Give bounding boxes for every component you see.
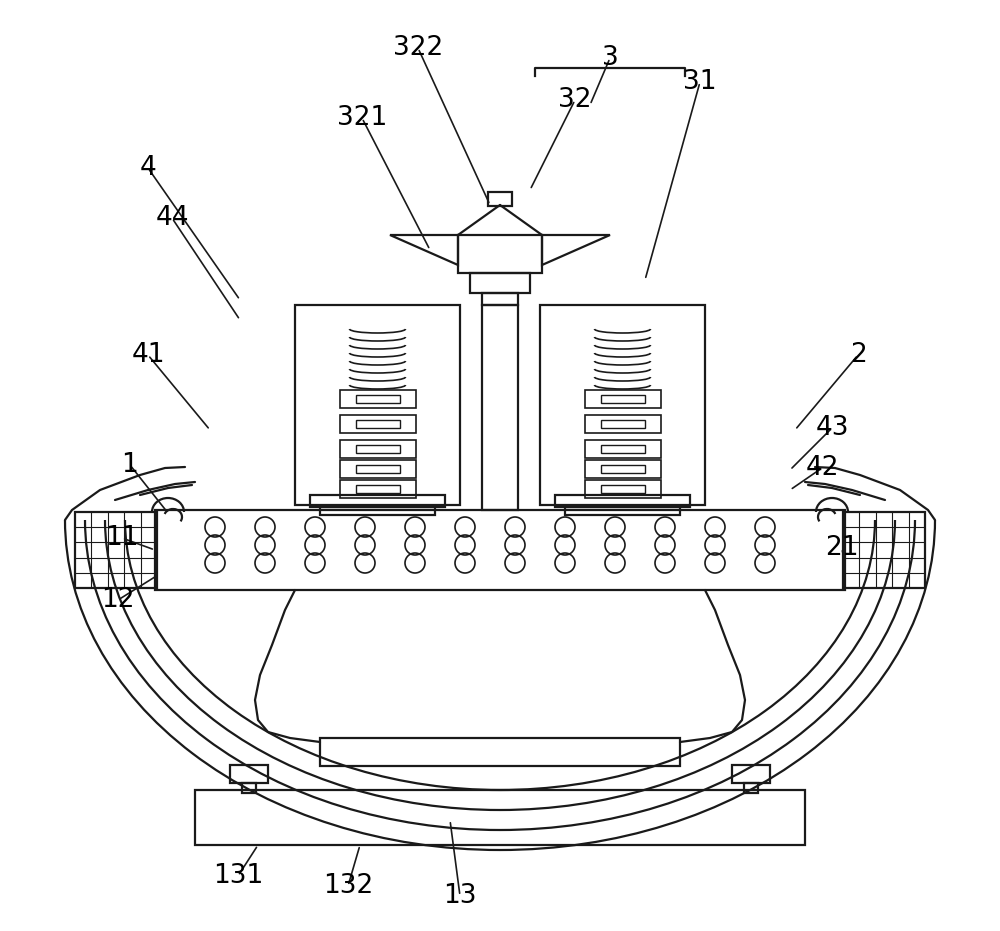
Bar xyxy=(230,765,268,783)
Bar xyxy=(356,465,400,473)
Text: 4: 4 xyxy=(140,155,156,181)
Text: 43: 43 xyxy=(815,415,849,441)
Text: 3: 3 xyxy=(602,45,618,71)
Bar xyxy=(482,305,518,510)
Text: 1: 1 xyxy=(122,452,138,478)
Bar xyxy=(584,390,660,408)
Text: 321: 321 xyxy=(337,105,387,131)
Bar xyxy=(340,390,416,408)
Text: 42: 42 xyxy=(805,455,839,481)
Text: 32: 32 xyxy=(558,87,592,113)
Bar xyxy=(295,305,460,505)
Bar xyxy=(356,420,400,428)
Text: 21: 21 xyxy=(825,535,859,561)
Text: 132: 132 xyxy=(323,873,373,899)
Bar xyxy=(340,415,416,433)
Bar xyxy=(75,512,157,588)
Text: 11: 11 xyxy=(105,525,139,551)
Bar xyxy=(488,192,512,206)
Bar xyxy=(843,512,925,588)
Bar xyxy=(242,783,256,793)
Bar xyxy=(600,445,644,453)
Text: 131: 131 xyxy=(213,863,263,889)
Bar xyxy=(470,273,530,293)
Bar xyxy=(600,465,644,473)
Bar xyxy=(732,765,770,783)
Text: 13: 13 xyxy=(443,883,477,909)
Bar xyxy=(565,507,680,515)
Text: 2: 2 xyxy=(850,342,866,368)
Bar xyxy=(584,415,660,433)
Bar xyxy=(356,445,400,453)
Bar xyxy=(600,395,644,403)
Bar xyxy=(340,480,416,498)
Text: 44: 44 xyxy=(155,205,189,231)
Bar xyxy=(195,790,805,845)
Bar xyxy=(555,495,690,507)
Bar xyxy=(584,460,660,478)
Bar xyxy=(540,305,705,505)
Text: 12: 12 xyxy=(101,587,135,613)
Bar xyxy=(320,738,680,766)
Bar xyxy=(340,460,416,478)
Bar xyxy=(356,485,400,493)
Bar xyxy=(320,507,435,515)
Bar xyxy=(584,440,660,458)
Bar xyxy=(155,510,845,590)
Bar xyxy=(600,485,644,493)
Text: 322: 322 xyxy=(393,35,443,61)
Bar xyxy=(310,495,445,507)
Bar xyxy=(600,420,644,428)
Text: 41: 41 xyxy=(131,342,165,368)
Bar xyxy=(744,783,758,793)
Text: 31: 31 xyxy=(683,69,717,95)
Bar xyxy=(340,440,416,458)
Bar xyxy=(356,395,400,403)
Bar xyxy=(458,235,542,273)
Bar xyxy=(482,293,518,305)
Bar xyxy=(584,480,660,498)
